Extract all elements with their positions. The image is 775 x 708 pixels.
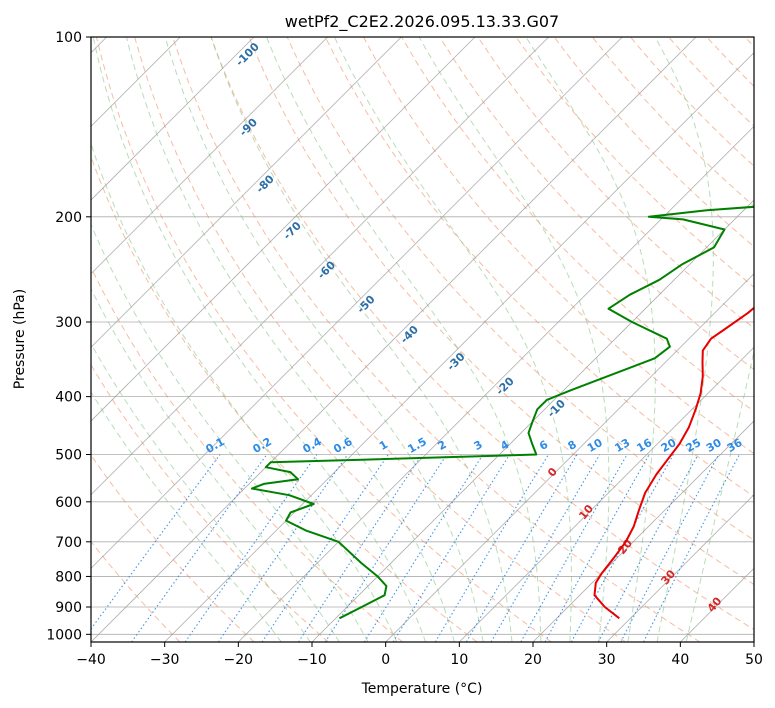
background-lines <box>91 37 754 642</box>
moist-adiabat <box>334 37 572 642</box>
mixing-ratio-line <box>434 454 549 642</box>
y-tick-label: 600 <box>55 495 82 511</box>
dry-adiabat <box>96 37 552 642</box>
dry-adiabat <box>248 37 754 586</box>
x-tick-label: 30 <box>598 652 616 668</box>
mixing-ratio-line <box>184 454 318 642</box>
y-tick-label: 800 <box>55 569 82 585</box>
mixing-ratio-line <box>131 454 268 642</box>
mixing-ratio-line <box>570 454 674 642</box>
y-tick-label: 400 <box>55 390 82 406</box>
mixing-ratio-line <box>298 454 423 642</box>
profiles <box>250 205 754 620</box>
mixing-ratio-line <box>91 454 221 630</box>
y-tick-label: 300 <box>55 315 82 331</box>
moist-adiabat <box>91 287 340 642</box>
mixing-ratio-line <box>261 454 389 642</box>
dry-adiabat <box>210 37 754 631</box>
moist-adiabat <box>210 37 513 642</box>
y-tick-label: 1000 <box>46 627 82 643</box>
mixing-ratio-line <box>490 454 601 642</box>
isotherm <box>311 199 754 642</box>
x-tick-label: 40 <box>671 652 689 668</box>
isotherm <box>91 37 549 496</box>
isotherm <box>91 37 328 275</box>
moist-adiabat <box>92 37 427 642</box>
mixing-ratio-line <box>520 454 628 642</box>
isotherm <box>606 494 754 642</box>
plot-frame <box>90 36 755 643</box>
x-tick-label: −10 <box>297 652 327 668</box>
moist-adiabat <box>91 391 282 642</box>
chart-title: wetPf2_C2E2.2026.095.13.33.G07 <box>285 12 559 32</box>
dry-adiabat <box>324 37 754 498</box>
isotherm <box>91 37 255 201</box>
x-tick-label: 50 <box>745 652 763 668</box>
dry-adiabat <box>91 454 255 642</box>
moist-adiabat <box>266 37 542 642</box>
isotherm <box>385 273 754 642</box>
dry-adiabat <box>286 37 754 541</box>
dry-adiabat <box>515 37 754 288</box>
isotherm <box>459 346 754 642</box>
moist-adiabat <box>91 342 311 642</box>
y-axis: 100 200 300 400 500 600 700 800 900 1000 <box>46 30 91 643</box>
x-tick-label: −20 <box>224 652 254 668</box>
x-tick-label: −40 <box>76 652 106 668</box>
moist-adiabat <box>126 37 455 642</box>
dry-adiabat <box>134 37 626 642</box>
dry-adiabat <box>477 37 754 329</box>
isotherm <box>532 420 754 642</box>
y-tick-label: 100 <box>55 30 82 46</box>
isotherm <box>164 52 754 642</box>
y-tick-label: 200 <box>55 210 82 226</box>
moist-adiabat <box>418 37 610 642</box>
moist-adiabat <box>164 37 484 642</box>
mixing-ratio-line <box>597 454 699 642</box>
y-tick-label: 700 <box>55 535 82 551</box>
moist-adiabat <box>685 349 754 642</box>
x-tick-label: 0 <box>381 652 390 668</box>
x-axis-title: Temperature (°C) <box>361 681 483 697</box>
dry-adiabat <box>91 266 404 642</box>
y-tick-label: 500 <box>55 448 82 464</box>
y-tick-label: 900 <box>55 600 82 616</box>
mixing-ratio-line <box>324 454 448 642</box>
x-tick-label: 20 <box>524 652 542 668</box>
dry-adiabat <box>172 37 701 642</box>
mixing-ratio-line <box>217 454 349 642</box>
x-tick-label: 10 <box>450 652 468 668</box>
moist-adiabat <box>525 37 656 642</box>
isotherm <box>91 37 623 569</box>
isotherm <box>91 37 402 348</box>
isotherm <box>91 37 697 642</box>
mixing-ratio-line <box>465 454 578 642</box>
isotherm <box>753 641 754 642</box>
moist-adiabat <box>654 37 714 642</box>
isotherm <box>91 37 476 422</box>
y-axis-title: Pressure (hPa) <box>12 289 28 389</box>
temperature-profile <box>593 306 754 620</box>
x-tick-label: −30 <box>150 652 180 668</box>
dewpoint-profile <box>250 205 754 620</box>
x-axis: −40 −30 −20 −10 0 10 20 30 40 50 <box>76 642 763 668</box>
